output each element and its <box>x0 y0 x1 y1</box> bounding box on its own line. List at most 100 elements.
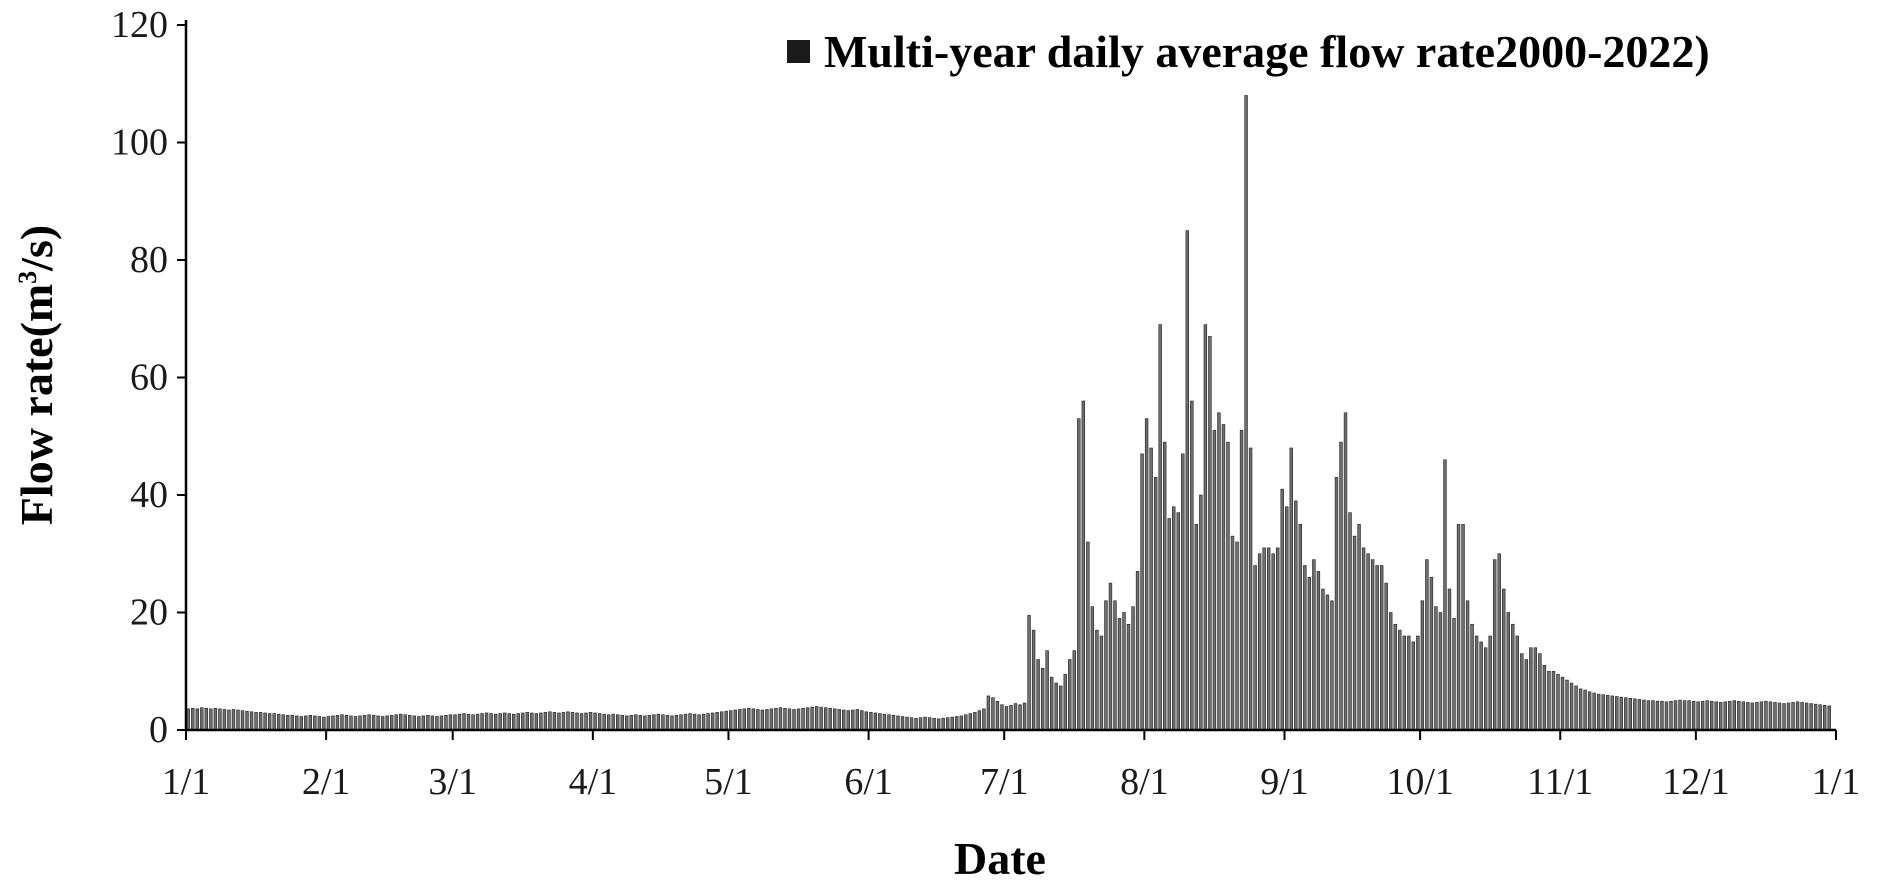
bar <box>647 715 652 731</box>
bar <box>317 716 322 731</box>
bar <box>652 714 656 731</box>
bar <box>1316 571 1321 731</box>
bar <box>1565 679 1569 731</box>
bar <box>765 709 769 731</box>
bar <box>1782 703 1786 731</box>
bar <box>1230 535 1235 731</box>
y-tick-label: 40 <box>130 474 168 516</box>
bar <box>462 713 466 731</box>
bar <box>950 716 954 731</box>
bar <box>1542 665 1547 731</box>
bar <box>1266 547 1271 731</box>
bar <box>837 709 841 731</box>
x-tick-label: 1/1 <box>162 761 211 803</box>
bar <box>1018 704 1022 731</box>
bar <box>1239 430 1244 731</box>
bar <box>231 709 236 731</box>
bar <box>1429 576 1434 731</box>
bar <box>955 716 959 731</box>
bar <box>1370 559 1375 731</box>
bar <box>263 712 267 731</box>
bar <box>851 709 855 731</box>
bar <box>869 712 873 731</box>
bar <box>534 713 539 731</box>
bar <box>1131 606 1135 731</box>
bar <box>1144 418 1149 731</box>
bar <box>1095 629 1099 731</box>
bar <box>426 715 430 731</box>
bar <box>1447 588 1452 731</box>
bar <box>1181 453 1185 731</box>
bar <box>1795 701 1800 731</box>
bar <box>408 715 412 731</box>
bar <box>670 715 674 731</box>
bar <box>1456 524 1461 731</box>
bar <box>1126 623 1131 731</box>
bar <box>1696 701 1700 731</box>
bar <box>471 714 475 731</box>
bar <box>1497 553 1501 731</box>
bar <box>1321 588 1325 731</box>
bar <box>891 715 896 731</box>
bar <box>1185 230 1190 731</box>
bar <box>1768 701 1773 731</box>
bar <box>701 713 706 731</box>
bar <box>417 716 421 731</box>
bar <box>787 708 792 731</box>
bar <box>1325 594 1330 731</box>
bar <box>1809 703 1813 731</box>
bar <box>570 712 575 731</box>
y-ticks-group: 0 20 40 60 80 100 120 <box>111 4 186 751</box>
bar <box>1673 700 1678 731</box>
bar <box>964 714 968 731</box>
bar <box>1140 453 1144 731</box>
bar <box>823 707 828 731</box>
bar <box>525 712 530 731</box>
bar <box>322 716 326 731</box>
bar <box>679 714 683 731</box>
y-tick-label: 80 <box>130 239 168 281</box>
bar <box>1190 400 1194 731</box>
bar <box>561 712 566 731</box>
bar <box>1506 612 1510 731</box>
bar <box>977 710 982 731</box>
x-tick-label: 6/1 <box>844 761 893 803</box>
bar <box>914 717 918 731</box>
bar <box>1163 441 1167 731</box>
bar <box>1108 582 1113 731</box>
bar <box>1298 524 1303 731</box>
bar <box>1149 447 1153 731</box>
bar <box>1804 702 1809 731</box>
bar <box>1474 635 1479 731</box>
bar <box>796 708 801 731</box>
y-tick-label: 120 <box>111 4 168 46</box>
bar <box>986 695 991 731</box>
bar <box>1104 600 1108 731</box>
bar <box>421 715 426 731</box>
bar <box>1031 629 1036 731</box>
bar <box>1203 324 1208 731</box>
bar <box>1813 703 1818 731</box>
bar <box>1583 689 1587 731</box>
x-tick-label: 12/1 <box>1662 761 1730 803</box>
y-tick-label: 100 <box>111 122 168 164</box>
bar <box>1262 547 1266 731</box>
bar <box>475 713 480 731</box>
bar <box>484 712 489 731</box>
bar <box>1551 670 1556 731</box>
bar <box>900 716 905 731</box>
bar <box>1289 447 1293 731</box>
bar <box>358 715 362 731</box>
bar <box>1167 518 1171 731</box>
bar <box>272 713 276 731</box>
bar <box>1000 704 1004 731</box>
y-axis-title-superscript: 3 <box>13 271 42 284</box>
bar <box>1732 700 1736 731</box>
bar <box>548 711 552 731</box>
bar <box>1520 653 1524 731</box>
bar <box>1176 512 1180 731</box>
bar <box>1398 629 1402 731</box>
bar <box>1379 565 1384 731</box>
bar <box>1059 685 1063 731</box>
legend-label: Multi-year daily average flow rate2000-2… <box>824 26 1710 77</box>
